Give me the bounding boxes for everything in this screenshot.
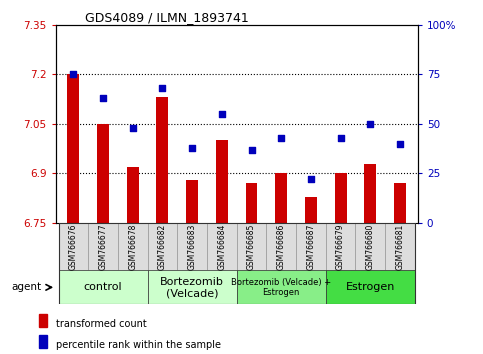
Bar	[275, 173, 287, 223]
Bar	[216, 141, 228, 223]
Text: Bortezomib
(Velcade): Bortezomib (Velcade)	[160, 276, 224, 298]
Point	[367, 121, 374, 127]
Bar	[305, 196, 317, 223]
Text: GSM766682: GSM766682	[158, 223, 167, 270]
Point	[248, 147, 256, 153]
Bar	[394, 183, 406, 223]
Bar	[39, 335, 47, 348]
Point	[218, 111, 226, 117]
Text: control: control	[84, 282, 122, 292]
Bar	[364, 164, 376, 223]
Point	[99, 95, 107, 101]
Text: GSM766680: GSM766680	[366, 223, 375, 270]
Bar	[127, 167, 139, 223]
Text: Bortezomib (Velcade) +
Estrogen: Bortezomib (Velcade) + Estrogen	[231, 278, 331, 297]
Bar	[68, 74, 79, 223]
FancyBboxPatch shape	[148, 223, 177, 270]
Text: agent: agent	[12, 282, 42, 292]
Text: GSM766677: GSM766677	[99, 223, 108, 270]
Bar	[39, 314, 47, 327]
Bar	[97, 124, 109, 223]
FancyBboxPatch shape	[207, 223, 237, 270]
Text: percentile rank within the sample: percentile rank within the sample	[56, 340, 221, 350]
Text: GSM766678: GSM766678	[128, 223, 137, 270]
Text: GSM766684: GSM766684	[217, 223, 227, 270]
FancyBboxPatch shape	[237, 223, 266, 270]
FancyBboxPatch shape	[58, 223, 88, 270]
FancyBboxPatch shape	[296, 223, 326, 270]
Bar	[186, 180, 198, 223]
Bar	[156, 97, 169, 223]
FancyBboxPatch shape	[177, 223, 207, 270]
FancyBboxPatch shape	[355, 223, 385, 270]
Point	[307, 177, 315, 182]
FancyBboxPatch shape	[385, 223, 415, 270]
Point	[337, 135, 344, 141]
Text: GSM766687: GSM766687	[306, 223, 315, 270]
Text: GSM766683: GSM766683	[187, 223, 197, 270]
Text: GSM766681: GSM766681	[396, 223, 404, 270]
FancyBboxPatch shape	[326, 270, 415, 304]
Text: GSM766676: GSM766676	[69, 223, 78, 270]
Bar	[245, 183, 257, 223]
Text: GSM766679: GSM766679	[336, 223, 345, 270]
Point	[277, 135, 285, 141]
Text: GSM766686: GSM766686	[277, 223, 286, 270]
Text: GSM766685: GSM766685	[247, 223, 256, 270]
Text: GDS4089 / ILMN_1893741: GDS4089 / ILMN_1893741	[85, 11, 248, 24]
Bar	[335, 173, 346, 223]
FancyBboxPatch shape	[88, 223, 118, 270]
FancyBboxPatch shape	[118, 223, 148, 270]
FancyBboxPatch shape	[237, 270, 326, 304]
Text: transformed count: transformed count	[56, 319, 146, 329]
Point	[396, 141, 404, 147]
FancyBboxPatch shape	[266, 223, 296, 270]
Point	[70, 72, 77, 77]
Text: Estrogen: Estrogen	[346, 282, 395, 292]
FancyBboxPatch shape	[58, 270, 148, 304]
Point	[129, 125, 137, 131]
Point	[158, 85, 166, 91]
FancyBboxPatch shape	[148, 270, 237, 304]
FancyBboxPatch shape	[326, 223, 355, 270]
Point	[188, 145, 196, 150]
